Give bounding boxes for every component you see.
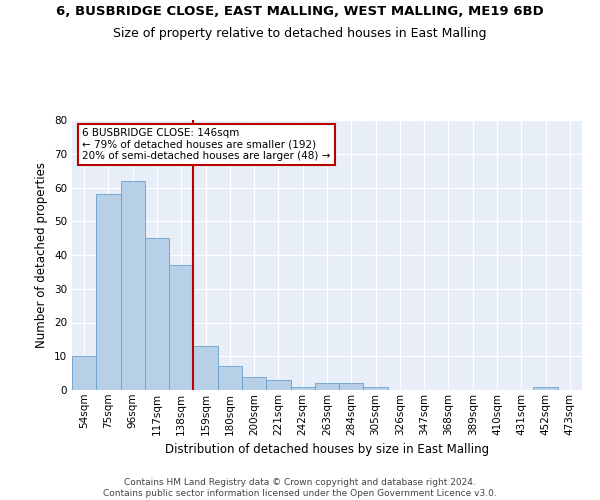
Text: Contains HM Land Registry data © Crown copyright and database right 2024.
Contai: Contains HM Land Registry data © Crown c…	[103, 478, 497, 498]
Bar	[145, 238, 169, 390]
Bar	[169, 265, 193, 390]
Y-axis label: Number of detached properties: Number of detached properties	[35, 162, 49, 348]
Bar	[339, 383, 364, 390]
Bar	[533, 386, 558, 390]
Text: Distribution of detached houses by size in East Malling: Distribution of detached houses by size …	[165, 442, 489, 456]
Bar	[242, 376, 266, 390]
Bar	[72, 356, 96, 390]
Text: Size of property relative to detached houses in East Malling: Size of property relative to detached ho…	[113, 28, 487, 40]
Bar	[218, 366, 242, 390]
Bar	[121, 180, 145, 390]
Text: 6 BUSBRIDGE CLOSE: 146sqm
← 79% of detached houses are smaller (192)
20% of semi: 6 BUSBRIDGE CLOSE: 146sqm ← 79% of detac…	[82, 128, 331, 162]
Bar	[96, 194, 121, 390]
Bar	[290, 386, 315, 390]
Bar	[266, 380, 290, 390]
Bar	[193, 346, 218, 390]
Bar	[315, 383, 339, 390]
Text: 6, BUSBRIDGE CLOSE, EAST MALLING, WEST MALLING, ME19 6BD: 6, BUSBRIDGE CLOSE, EAST MALLING, WEST M…	[56, 5, 544, 18]
Bar	[364, 386, 388, 390]
